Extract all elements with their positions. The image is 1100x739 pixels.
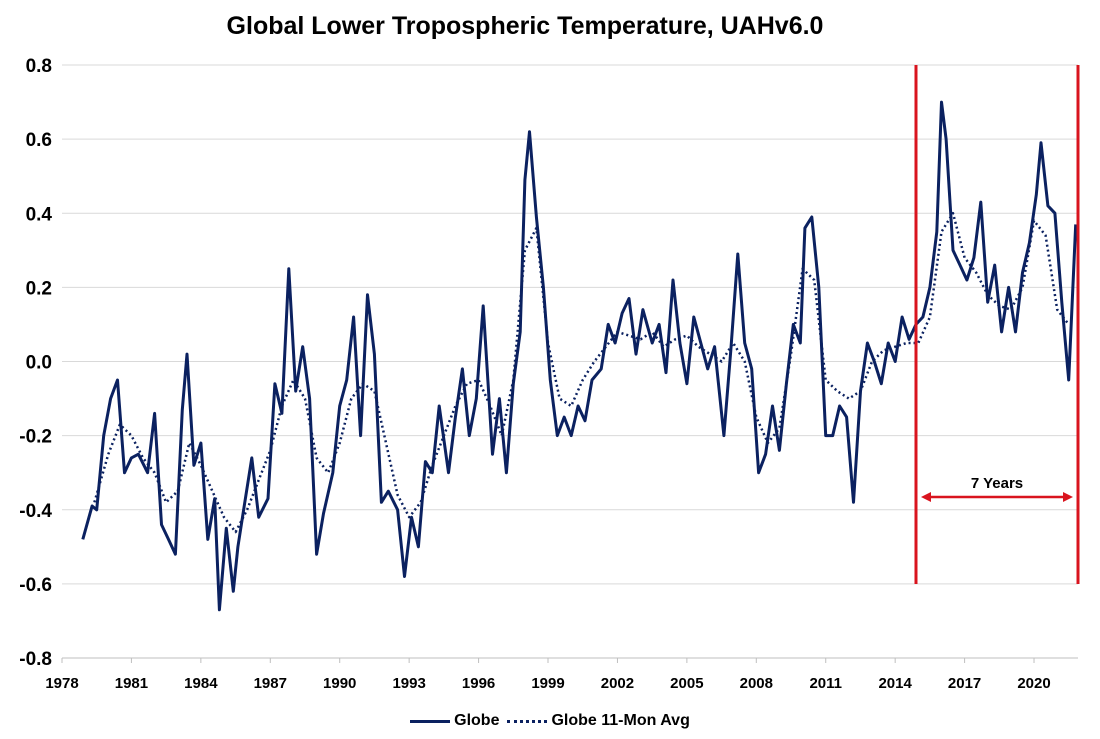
series-line-globe	[81, 100, 1078, 612]
legend-swatch-solid	[410, 719, 451, 723]
x-tick-label: 1999	[531, 675, 564, 692]
chart-legend: Globe Globe 11-Mon Avg	[0, 712, 1100, 730]
x-tick-label: 1978	[45, 675, 78, 692]
x-tick-label: 2011	[809, 675, 842, 692]
y-tick-label: 0.2	[26, 278, 52, 299]
annotation-arrow-head-right	[1063, 492, 1073, 502]
x-tick-label: 1996	[462, 675, 495, 692]
y-tick-label: -0.2	[19, 427, 52, 448]
legend-item-avg: Globe 11-Mon Avg	[507, 712, 690, 730]
legend-item-globe: Globe	[410, 712, 499, 730]
x-tick-label: 1993	[392, 675, 425, 692]
annotation-arrow-head-left	[920, 492, 931, 502]
y-tick-label: 0.6	[26, 130, 52, 151]
x-tick-label: 2020	[1017, 675, 1050, 692]
y-tick-label: 0.8	[26, 56, 52, 77]
x-tick-label: 1981	[115, 675, 148, 692]
x-tick-label: 1984	[184, 675, 218, 692]
legend-swatch-dotted	[507, 719, 548, 723]
x-tick-label: 2014	[878, 675, 912, 692]
y-tick-label: -0.4	[19, 501, 52, 522]
annotation-label: 7 Years	[971, 475, 1023, 492]
x-tick-label: 2002	[601, 675, 634, 692]
y-tick-label: 0.0	[26, 353, 52, 374]
y-tick-label: -0.8	[19, 649, 52, 670]
series-line-avg	[93, 211, 1070, 534]
legend-label-globe: Globe	[454, 712, 500, 729]
x-tick-label: 2008	[740, 675, 773, 692]
chart-title: Global Lower Tropospheric Temperature, U…	[226, 12, 824, 40]
y-tick-label: -0.6	[19, 575, 52, 596]
y-tick-label: 0.4	[26, 204, 53, 225]
x-tick-label: 2005	[670, 675, 703, 692]
x-tick-label: 1990	[323, 675, 356, 692]
legend-label-avg: Globe 11-Mon Avg	[551, 712, 690, 729]
x-tick-label: 1987	[254, 675, 287, 692]
x-tick-label: 2017	[948, 675, 981, 692]
